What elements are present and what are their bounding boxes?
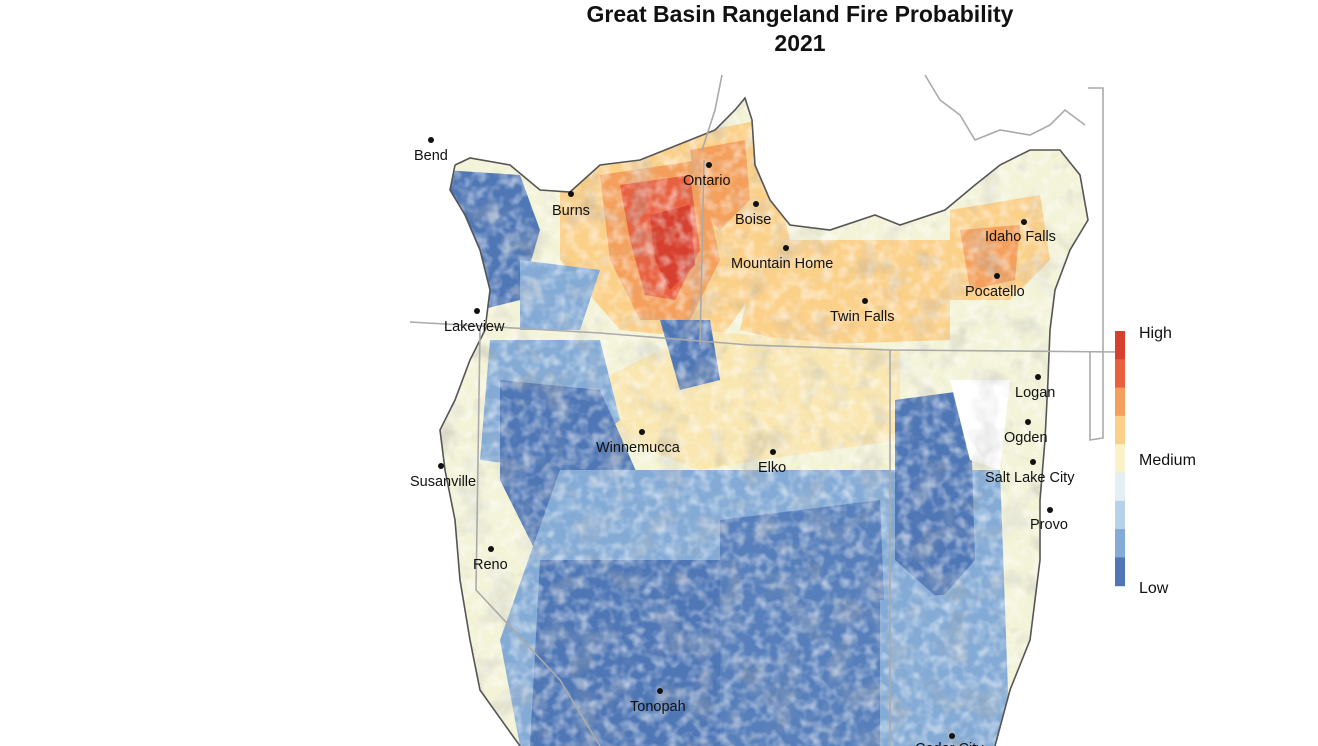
legend-swatch (1115, 331, 1125, 360)
legend-swatch (1115, 359, 1125, 389)
city-dot (568, 191, 574, 197)
city-label: Twin Falls (830, 309, 894, 325)
legend-low-label: Low (1139, 580, 1169, 597)
city-logan: Logan (1015, 374, 1055, 401)
city-label: Tonopah (630, 699, 686, 715)
city-label: Winnemucca (596, 440, 681, 456)
city-ontario: Ontario (683, 162, 731, 189)
city-label: Logan (1015, 385, 1055, 401)
city-dot (862, 298, 868, 304)
state-boundaries (409, 74, 1121, 746)
legend-medium-label: Medium (1139, 452, 1196, 469)
great-basin-outline-west (439, 164, 521, 746)
legend-swatch (1115, 472, 1125, 502)
probability-raster (440, 98, 1088, 746)
city-dot (1030, 459, 1036, 465)
legend-high-label: High (1139, 325, 1172, 342)
city-label: Mountain Home (731, 256, 833, 272)
city-dot (706, 162, 712, 168)
legend-swatch (1115, 387, 1125, 417)
city-dot (474, 308, 480, 314)
city-dot (770, 449, 776, 455)
city-label: Ontario (683, 173, 731, 189)
city-elko: Elko (758, 449, 786, 476)
city-dot (639, 429, 645, 435)
city-provo: Provo (1030, 507, 1068, 533)
city-label: Elko (758, 460, 786, 476)
city-label: Salt Lake City (985, 470, 1075, 486)
city-bend: Bend (414, 137, 448, 164)
city-label: Ogden (1004, 430, 1048, 446)
legend-colorbar (1115, 331, 1125, 587)
city-dot (488, 546, 494, 552)
city-pocatello: Pocatello (965, 273, 1025, 300)
city-lakeview: Lakeview (444, 308, 505, 335)
city-label: Pocatello (965, 284, 1025, 300)
city-dot (783, 245, 789, 251)
city-label: Burns (552, 203, 590, 219)
legend-swatch (1115, 415, 1125, 445)
map-title-line2: 2021 (774, 30, 826, 56)
legend-swatch (1115, 500, 1125, 530)
city-label: Cedar City (915, 741, 984, 746)
city-dot (657, 688, 663, 694)
city-tonopah: Tonopah (630, 688, 686, 715)
great-basin-outline (454, 96, 1089, 746)
city-label: Bend (414, 148, 448, 164)
city-dot (1025, 419, 1031, 425)
city-salt-lake-city: Salt Lake City (985, 459, 1075, 486)
city-idaho-falls: Idaho Falls (985, 219, 1056, 245)
city-dot (1021, 219, 1027, 225)
city-dot (428, 137, 434, 143)
city-reno: Reno (473, 546, 508, 573)
city-label: Susanville (410, 474, 476, 490)
city-dot (753, 201, 759, 207)
city-dot (994, 273, 1000, 279)
city-label: Boise (735, 212, 771, 228)
city-label: Lakeview (444, 319, 505, 335)
city-cedar-city: Cedar City (915, 733, 984, 746)
city-boise: Boise (735, 201, 771, 228)
map-title: Great Basin Rangeland Fire Probability 2… (400, 0, 1200, 58)
legend: High Medium Low (1115, 325, 1196, 597)
city-label: Provo (1030, 517, 1068, 533)
legend-swatch (1115, 444, 1125, 473)
city-burns: Burns (552, 191, 590, 219)
city-ogden: Ogden (1004, 419, 1048, 446)
city-dot (1047, 507, 1053, 513)
legend-swatch (1115, 557, 1125, 587)
city-markers: Bend Burns Ontario Boise Mountain Home Idaho … (410, 137, 1075, 746)
city-dot (438, 463, 444, 469)
legend-swatch (1115, 529, 1125, 558)
map-title-line1: Great Basin Rangeland Fire Probability (586, 1, 1014, 27)
city-twin-falls: Twin Falls (830, 298, 894, 325)
city-dot (1035, 374, 1041, 380)
city-label: Reno (473, 557, 508, 573)
city-susanville: Susanville (410, 463, 476, 490)
city-mountain-home: Mountain Home (731, 245, 833, 272)
city-winnemucca: Winnemucca (596, 429, 681, 456)
city-label: Idaho Falls (985, 229, 1056, 245)
city-dot (949, 733, 955, 739)
